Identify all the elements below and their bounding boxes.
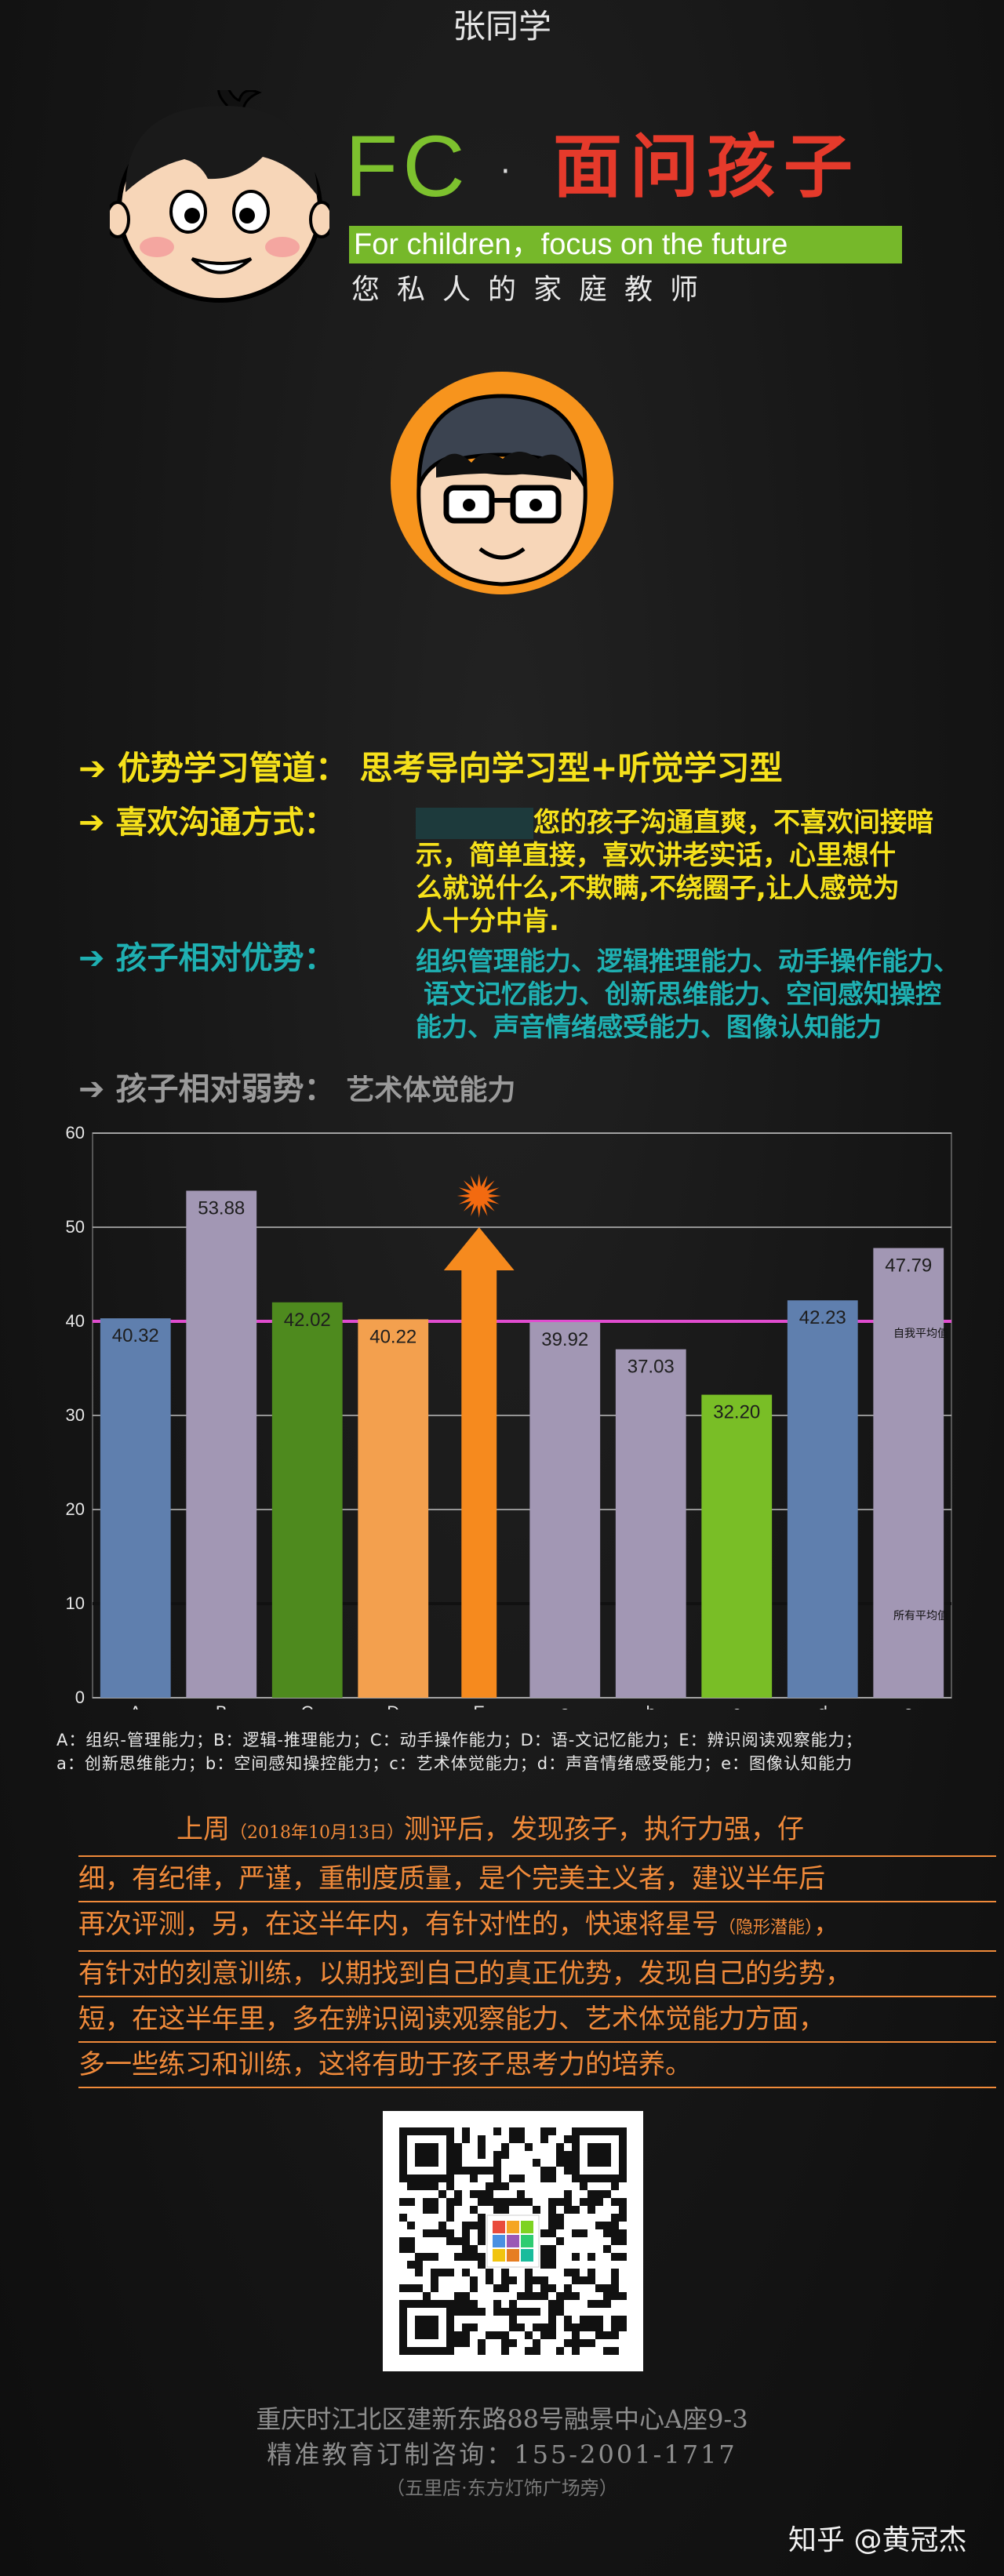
bar-value-label: 32.20	[713, 1402, 760, 1423]
x-tick-label: b	[646, 1702, 656, 1709]
strengths-line: 能力、声音情绪感受能力、图像认知能力	[416, 1012, 882, 1042]
logo-chinese-name: 面问孩子	[553, 125, 861, 207]
bar-value-label: 47.79	[885, 1255, 932, 1277]
arrow-right-icon: ➔	[78, 749, 107, 787]
bar-value-label: 42.02	[284, 1310, 331, 1331]
weakness-label: 孩子相对弱势：	[115, 1071, 336, 1107]
legend-line-1: A：组织-管理能力；B：逻辑-推理能力；C：动手操作能力；D：语-文记忆能力；E…	[56, 1731, 863, 1749]
communication-line: 示，简单直接，喜欢讲老实话，心里想什	[416, 840, 896, 871]
communication-label: 喜欢沟通方式：	[115, 805, 336, 841]
weakness-row: ➔ 孩子相对弱势： 艺术体觉能力	[78, 1070, 515, 1108]
learning-channel-row: ➔ 优势学习管道： 思考导向学习型+听觉学习型	[78, 749, 783, 788]
bar-value-label: 37.03	[628, 1357, 675, 1378]
zhihu-watermark: 知乎 @黄冠杰	[788, 2524, 967, 2556]
strengths-line: 语文记忆能力、创新思维能力、空间感知操控	[424, 979, 941, 1009]
ability-bar-chart: 0 10 20 30 40 50 60 40.32 A 53.88 B 42.02 C 40.22 D E 39…	[66, 1123, 952, 1709]
x-tick-label: d	[818, 1702, 828, 1709]
bar	[873, 1248, 944, 1698]
weakness-value: 艺术体觉能力	[346, 1074, 516, 1106]
qr-code[interactable]	[383, 2111, 643, 2371]
report-line: 上周（2018年10月13日）测评后，发现孩子，执行力强，仔	[78, 1808, 996, 1857]
slogan-banner: For children，focus on the future	[349, 226, 902, 263]
communication-line: 人十分中肯.	[416, 906, 559, 937]
y-tick-label: 30	[66, 1405, 85, 1425]
qr-center-logo	[486, 2214, 540, 2268]
bar-value-label: 53.88	[198, 1197, 245, 1219]
qr-code-pattern	[399, 2127, 627, 2355]
strengths-label: 孩子相对优势：	[115, 940, 336, 976]
bar	[787, 1300, 858, 1698]
tagline: 您私人的家庭教师	[351, 274, 716, 306]
x-tick-label: a	[560, 1702, 570, 1709]
bar	[358, 1319, 429, 1698]
arrow-right-icon: ➔	[78, 1071, 105, 1107]
x-tick-label: E	[473, 1702, 485, 1709]
y-tick-label: 50	[66, 1217, 85, 1237]
y-tick-label: 0	[75, 1688, 85, 1707]
legend-line-2: a：创新思维能力；b：空间感知操控能力；c：艺术体觉能力；d：声音情绪感受能力；…	[56, 1754, 853, 1773]
highlight-arrow-bar	[443, 1227, 515, 1698]
bar	[271, 1302, 343, 1698]
x-tick-label: A	[129, 1702, 141, 1709]
report-line: 短，在这半年里，多在辨识阅读观察能力、艺术体觉能力方面，	[78, 1997, 996, 2043]
x-tick-label: c	[733, 1702, 741, 1709]
assessment-report: 上周（2018年10月13日）测评后，发现孩子，执行力强，仔 细，有纪律，严谨，…	[78, 1808, 996, 2088]
y-tick-label: 10	[66, 1593, 85, 1613]
footer-address: 重庆时江北区建新东路88号融景中心A座9-3	[256, 2404, 748, 2434]
arrow-right-icon: ➔	[78, 940, 105, 976]
chart-bars	[100, 1174, 944, 1698]
bar	[100, 1318, 171, 1698]
bar	[615, 1349, 686, 1698]
communication-line: 么就说什么,不欺瞒,不绕圈子,让人感觉为	[416, 873, 900, 904]
strengths-row: ➔ 孩子相对优势：	[78, 939, 335, 977]
communication-row: ➔ 喜欢沟通方式：	[78, 804, 335, 841]
learning-channel-value: 思考导向学习型+听觉学习型	[359, 749, 783, 787]
student-name: 张同学	[452, 7, 551, 45]
chart-labels: 0 10 20 30 40 50 60 40.32 A 53.88 B 42.02 C 40.22 D E 39…	[66, 1123, 948, 1709]
cartoon-boy-logo	[110, 90, 329, 303]
strengths-line: 组织管理能力、逻辑推理能力、动手操作能力、	[416, 946, 959, 976]
reference-line-label: 自我平均值	[893, 1328, 948, 1340]
bar-value-label: 39.92	[541, 1329, 588, 1350]
x-tick-label: B	[216, 1702, 227, 1709]
strengths-text: 组织管理能力、逻辑推理能力、动手操作能力、 语文记忆能力、创新思维能力、空间感知…	[416, 945, 959, 1044]
student-avatar	[391, 372, 613, 594]
bar	[186, 1190, 257, 1698]
bar-value-label: 42.23	[799, 1307, 846, 1328]
footer-branch: （五里店·东方灯饰广场旁）	[386, 2477, 618, 2499]
reference-line-label: 所有平均值	[893, 1610, 948, 1622]
x-tick-label: D	[387, 1702, 399, 1709]
arrow-right-icon: ➔	[78, 805, 105, 841]
bar	[529, 1321, 601, 1698]
report-line: 再次评测，另，在这半年内，有针对性的，快速将星号（隐形潜能），	[78, 1902, 996, 1952]
redacted-block	[416, 808, 533, 839]
bar-value-label: 40.22	[369, 1326, 417, 1347]
logo-dot: ·	[500, 154, 511, 190]
communication-line: 您的孩子沟通直爽，不喜欢间接暗	[533, 807, 933, 838]
learning-channel-label: 优势学习管道：	[117, 749, 348, 787]
y-tick-label: 60	[66, 1123, 85, 1143]
y-tick-label: 20	[66, 1499, 85, 1519]
star-icon	[457, 1174, 501, 1218]
x-tick-label: e	[904, 1702, 913, 1709]
report-line: 有针对的刻意训练，以期找到自己的真正优势，发现自己的劣势，	[78, 1952, 996, 1997]
report-line: 多一些练习和训练，这将有助于孩子思考力的培养。	[78, 2043, 996, 2088]
bar	[701, 1394, 773, 1698]
logo-fc: FC	[345, 118, 470, 215]
footer-phone: 精准教育订制咨询：155-2001-1717	[267, 2440, 737, 2469]
y-tick-label: 40	[66, 1311, 85, 1331]
communication-text: 您的孩子沟通直爽，不喜欢间接暗 示，简单直接，喜欢讲老实话，心里想什 么就说什么…	[416, 806, 933, 938]
bar-value-label: 40.32	[112, 1325, 159, 1346]
report-line: 细，有纪律，严谨，重制度质量，是个完美主义者，建议半年后	[78, 1857, 996, 1902]
x-tick-label: C	[301, 1702, 314, 1709]
